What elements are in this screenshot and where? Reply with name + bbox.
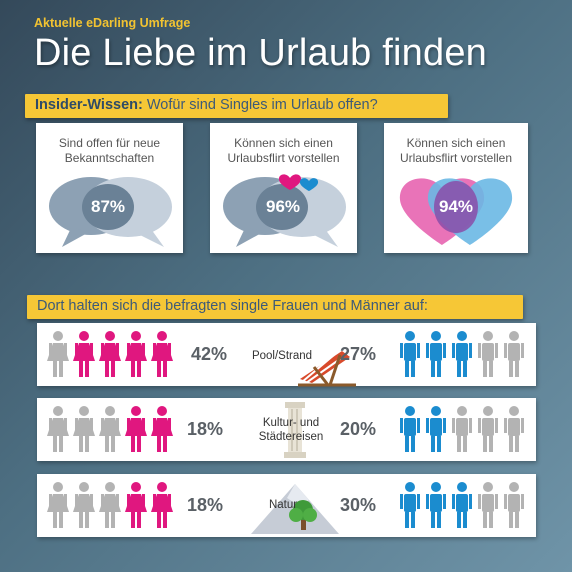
- women-figures: [47, 482, 173, 528]
- men-percent: 27%: [340, 344, 377, 364]
- location-label: Natur: [268, 499, 298, 511]
- speech-bubbles-icon: [49, 177, 172, 247]
- woman-figure-icon: [151, 331, 173, 377]
- page-title: Die Liebe im Urlaub finden: [34, 32, 487, 74]
- women-percent: 18%: [187, 495, 224, 515]
- beach-chair-icon: [298, 351, 356, 387]
- section1-heading: Insider-Wissen: Wofür sind Singles im Ur…: [35, 97, 378, 113]
- man-figure-icon: [452, 406, 472, 452]
- man-figure-icon: [478, 406, 498, 452]
- section1-banner: Insider-Wissen: Wofür sind Singles im Ur…: [25, 94, 448, 118]
- men-percent: 20%: [340, 419, 377, 439]
- men-percent: 30%: [340, 495, 377, 515]
- man-figure-icon: [426, 406, 446, 452]
- survey-kicker: Aktuelle eDarling Umfrage: [34, 16, 191, 30]
- location-row-culture-city: 18% Kultur- und Städtereisen 20%: [37, 398, 536, 461]
- woman-figure-icon: [99, 406, 121, 452]
- man-figure-icon: [452, 331, 472, 377]
- woman-figure-icon: [47, 331, 69, 377]
- woman-figure-icon: [151, 482, 173, 528]
- men-figures: [400, 331, 524, 377]
- location-label: Kultur- und Städtereisen: [258, 417, 324, 443]
- men-figures: [400, 406, 524, 452]
- section2-banner: Dort halten sich die befragten single Fr…: [27, 295, 523, 319]
- man-figure-icon: [400, 406, 420, 452]
- woman-figure-icon: [73, 406, 95, 452]
- card1-label: Sind offen für neue Bekanntschaften: [58, 136, 161, 165]
- man-figure-icon: [504, 482, 524, 528]
- man-figure-icon: [400, 331, 420, 377]
- card2-value: 96%: [265, 197, 301, 216]
- men-figures: [400, 482, 524, 528]
- man-figure-icon: [478, 331, 498, 377]
- woman-figure-icon: [125, 482, 147, 528]
- man-figure-icon: [426, 482, 446, 528]
- woman-figure-icon: [99, 331, 121, 377]
- women-figures: [47, 331, 173, 377]
- card1-value: 87%: [90, 197, 126, 216]
- woman-figure-icon: [73, 482, 95, 528]
- woman-figure-icon: [99, 482, 121, 528]
- mountain-tree-icon: [251, 484, 339, 534]
- section1-heading-text: Wofür sind Singles im Urlaub offen?: [142, 97, 378, 113]
- women-figures: [47, 406, 173, 452]
- women-percent: 42%: [191, 344, 228, 364]
- section2-heading: Dort halten sich die befragten single Fr…: [37, 298, 428, 314]
- woman-figure-icon: [73, 331, 95, 377]
- location-row-pool-beach: 42% Pool/Strand 27%: [37, 323, 536, 387]
- man-figure-icon: [400, 482, 420, 528]
- card3-label: Können sich einen Urlaubsflirt vorstellen: [399, 136, 513, 165]
- overlapping-hearts-icon: [399, 178, 513, 245]
- women-percent: 18%: [187, 419, 224, 439]
- man-figure-icon: [426, 331, 446, 377]
- man-figure-icon: [504, 331, 524, 377]
- woman-figure-icon: [125, 331, 147, 377]
- man-figure-icon: [504, 406, 524, 452]
- location-row-nature: 18% Natur 30%: [37, 474, 536, 537]
- card3-value: 94%: [438, 197, 474, 216]
- woman-figure-icon: [47, 406, 69, 452]
- speech-bubbles-hearts-icon: [223, 174, 346, 247]
- card-vacation-flirt-a: Können sich einen Urlaubsflirt vorstellen…: [210, 123, 357, 253]
- section1-heading-bold: Insider-Wissen:: [35, 97, 143, 113]
- man-figure-icon: [452, 482, 472, 528]
- card-vacation-flirt-b: Können sich einen Urlaubsflirt vorstellen…: [384, 123, 528, 253]
- column-icon: [284, 402, 306, 458]
- woman-figure-icon: [125, 406, 147, 452]
- card-open-to-acquaintances: Sind offen für neue Bekanntschaften 87%: [36, 123, 183, 253]
- location-label: Pool/Strand: [251, 350, 313, 362]
- card2-label: Können sich einen Urlaubsflirt vorstellen: [227, 136, 340, 165]
- woman-figure-icon: [47, 482, 69, 528]
- man-figure-icon: [478, 482, 498, 528]
- woman-figure-icon: [151, 406, 173, 452]
